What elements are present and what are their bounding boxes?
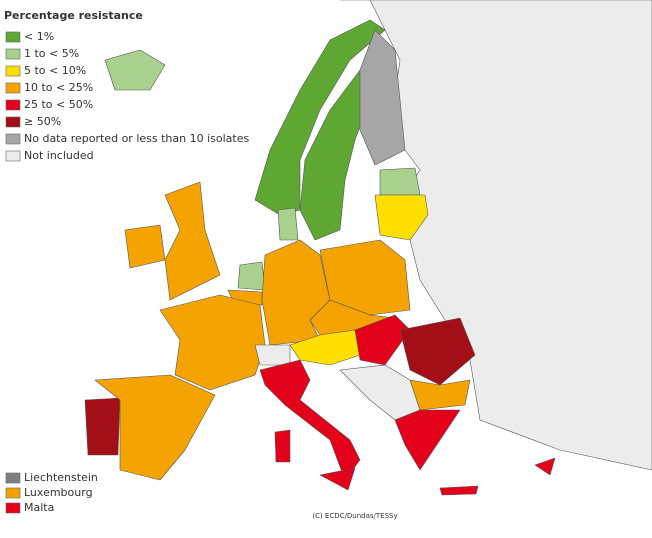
map-regions [84, 0, 652, 496]
legend-swatch [5, 82, 21, 94]
small-country-label: Malta [24, 501, 54, 514]
sardinia [274, 429, 291, 463]
lithuania [374, 194, 429, 241]
small-country-swatch [5, 487, 21, 499]
small-countries-legend: Liechtenstein Luxembourg Malta [5, 471, 98, 514]
ireland [124, 224, 166, 269]
legend-title: Percentage resistance [4, 9, 143, 22]
legend-swatch [5, 133, 21, 145]
credit: (C) ECDC/Dundas/TESSy [312, 512, 397, 520]
greece [394, 409, 461, 471]
legend-label: 25 to < 50% [24, 98, 93, 111]
non-eu-land [339, 0, 652, 471]
legend-label: 1 to < 5% [24, 47, 79, 60]
bulgaria [409, 379, 471, 411]
legend: < 1% 1 to < 5% 5 to < 10% 10 to < 25% 25 to … [5, 30, 249, 162]
legend-swatch [5, 48, 21, 60]
legend-swatch [5, 65, 21, 77]
small-country-swatch [5, 472, 21, 484]
portugal [84, 397, 121, 456]
romania [399, 317, 476, 386]
legend-label: < 1% [24, 30, 54, 43]
small-country-label: Liechtenstein [24, 471, 98, 484]
balkans [339, 364, 421, 421]
switzerland [254, 344, 291, 366]
norway [254, 19, 386, 216]
legend-label: Not included [24, 149, 94, 162]
uk [164, 181, 221, 301]
legend-swatch [5, 116, 21, 128]
crete [439, 485, 479, 496]
iceland [104, 49, 166, 91]
finland [359, 29, 406, 166]
legend-label: No data reported or less than 10 isolate… [24, 132, 249, 145]
spain [94, 374, 216, 481]
france [159, 294, 266, 391]
small-country-label: Luxembourg [24, 486, 93, 499]
cyprus [534, 457, 556, 476]
legend-label: 5 to < 10% [24, 64, 86, 77]
legend-swatch [5, 99, 21, 111]
legend-label: ≥ 50% [24, 115, 61, 128]
sicily [319, 467, 356, 491]
legend-swatch [5, 150, 21, 162]
legend-swatch [5, 31, 21, 43]
small-country-swatch [5, 502, 21, 514]
netherlands [237, 261, 266, 291]
hungary [354, 314, 411, 366]
denmark [277, 207, 299, 241]
italy [259, 359, 361, 481]
estonia-latvia [379, 167, 421, 196]
legend-label: 10 to < 25% [24, 81, 93, 94]
